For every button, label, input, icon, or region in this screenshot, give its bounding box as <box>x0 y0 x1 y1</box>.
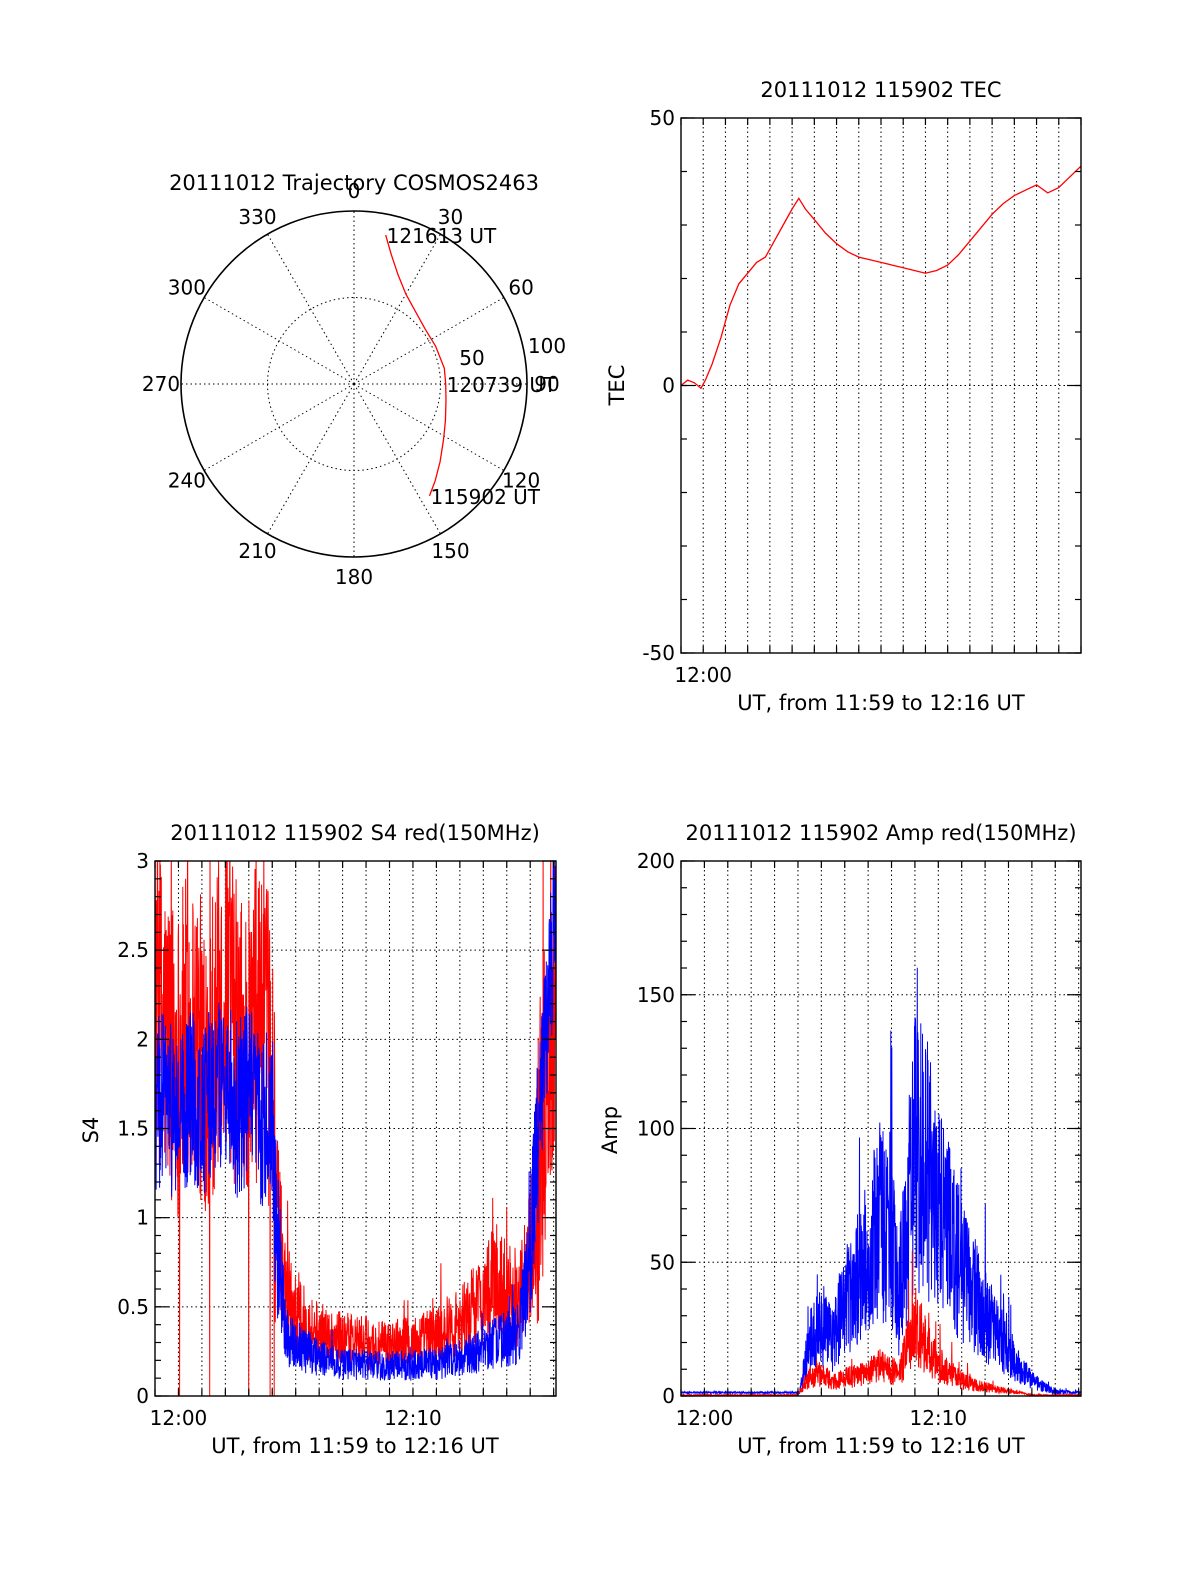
polar-spoke <box>353 233 441 385</box>
tec-grid <box>681 118 1081 653</box>
polar-spoke <box>203 383 355 471</box>
y-tick-label: 0 <box>662 374 675 398</box>
polar-azimuth-label: 330 <box>238 205 276 229</box>
amp-plot: 20111012 115902 Amp red(150MHz) 0 50 100 15… <box>598 821 1082 1458</box>
tec-ticks: -50 0 50 12:00 <box>642 106 1082 687</box>
polar-azimuth-label: 120 <box>502 469 540 493</box>
tec-plot: 20111012 115902 TEC -50 0 50 12:00 UT, from… <box>605 78 1082 715</box>
y-tick-label: 2.5 <box>117 938 149 962</box>
x-tick-label: 12:10 <box>384 1406 442 1430</box>
x-tick-label: 12:00 <box>676 1406 734 1430</box>
y-tick-label: 100 <box>637 1117 675 1141</box>
amp-ylabel: Amp <box>598 1106 622 1154</box>
polar-azimuth-label: 60 <box>508 276 533 300</box>
series-line <box>681 967 1081 1396</box>
s4-series <box>155 861 556 1396</box>
polar-azimuth-label: 30 <box>438 205 463 229</box>
polar-time-labels: 121613 UT 120739 UT 115902 UT <box>387 224 557 509</box>
y-tick-label: 0 <box>662 1384 675 1408</box>
y-tick-label: 150 <box>637 983 675 1007</box>
y-tick-label: 1 <box>136 1206 149 1230</box>
polar-spoke <box>267 233 355 385</box>
polar-radius-label: 50 <box>459 346 484 370</box>
tec-series <box>681 165 1081 390</box>
s4-title: 20111012 115902 S4 red(150MHz) <box>170 821 540 845</box>
polar-grid <box>180 210 528 558</box>
polar-azimuth-label: 0 <box>348 179 361 203</box>
trajectory-title: 20111012 Trajectory COSMOS2463 <box>169 171 539 195</box>
trajectory-line <box>385 234 447 497</box>
polar-azimuth-label: 240 <box>168 469 206 493</box>
series-line <box>155 861 556 1381</box>
trajectory-time-label: 115902 UT <box>430 485 540 509</box>
series-line <box>681 165 1081 390</box>
trajectory-time-label: 121613 UT <box>387 224 497 248</box>
y-tick-label: 50 <box>650 106 675 130</box>
s4-xlabel: UT, from 11:59 to 12:16 UT <box>211 1434 499 1458</box>
trajectory-polar-plot: 20111012 Trajectory COSMOS2463 030609012… <box>142 171 566 589</box>
polar-azimuth-label: 90 <box>534 372 559 396</box>
x-tick-label: 12:00 <box>150 1406 208 1430</box>
s4-ticks: 0 0.5 1 1.5 2 2.5 3 12:00 12:10 <box>117 849 556 1430</box>
tec-ylabel: TEC <box>605 365 629 407</box>
amp-ticks: 0 50 100 150 200 12:00 12:10 <box>637 849 1081 1430</box>
x-tick-label: 12:00 <box>674 663 732 687</box>
tec-xlabel: UT, from 11:59 to 12:16 UT <box>737 691 1025 715</box>
y-tick-label: 3 <box>136 849 149 873</box>
x-tick-label: 12:10 <box>909 1406 967 1430</box>
trajectory-time-label: 120739 UT <box>447 373 557 397</box>
y-tick-label: 0 <box>136 1384 149 1408</box>
s4-ylabel: S4 <box>79 1117 103 1144</box>
y-tick-label: 2 <box>136 1027 149 1051</box>
amp-title: 20111012 115902 Amp red(150MHz) <box>685 821 1076 845</box>
polar-azimuth-label: 180 <box>335 565 373 589</box>
polar-azimuth-labels: 0 30 60 90 120 150 180 210 240 270 300 330 50 100 <box>142 179 566 589</box>
polar-spoke <box>203 297 355 385</box>
amp-grid <box>681 861 1081 1396</box>
y-tick-label: 0.5 <box>117 1295 149 1319</box>
amp-xlabel: UT, from 11:59 to 12:16 UT <box>737 1434 1025 1458</box>
s4-plot: 20111012 115902 S4 red(150MHz) 0 0.5 1 1.5 2… <box>79 821 557 1458</box>
polar-spoke <box>353 297 505 385</box>
polar-azimuth-label: 150 <box>431 539 469 563</box>
polar-spoke <box>353 383 441 535</box>
y-tick-label: 200 <box>637 849 675 873</box>
polar-outer-circle <box>180 210 528 558</box>
polar-radius-label: 100 <box>528 334 566 358</box>
polar-azimuth-label: 300 <box>168 276 206 300</box>
amp-series <box>681 967 1081 1396</box>
y-tick-label: 50 <box>650 1250 675 1274</box>
y-tick-label: 1.5 <box>117 1117 149 1141</box>
tec-title: 20111012 115902 TEC <box>760 78 1001 102</box>
polar-azimuth-label: 270 <box>142 372 180 396</box>
y-tick-label: -50 <box>642 641 675 665</box>
polar-spoke <box>353 383 505 471</box>
polar-trajectory-track <box>385 234 447 497</box>
polar-spoke <box>267 383 355 535</box>
polar-azimuth-label: 210 <box>238 539 276 563</box>
